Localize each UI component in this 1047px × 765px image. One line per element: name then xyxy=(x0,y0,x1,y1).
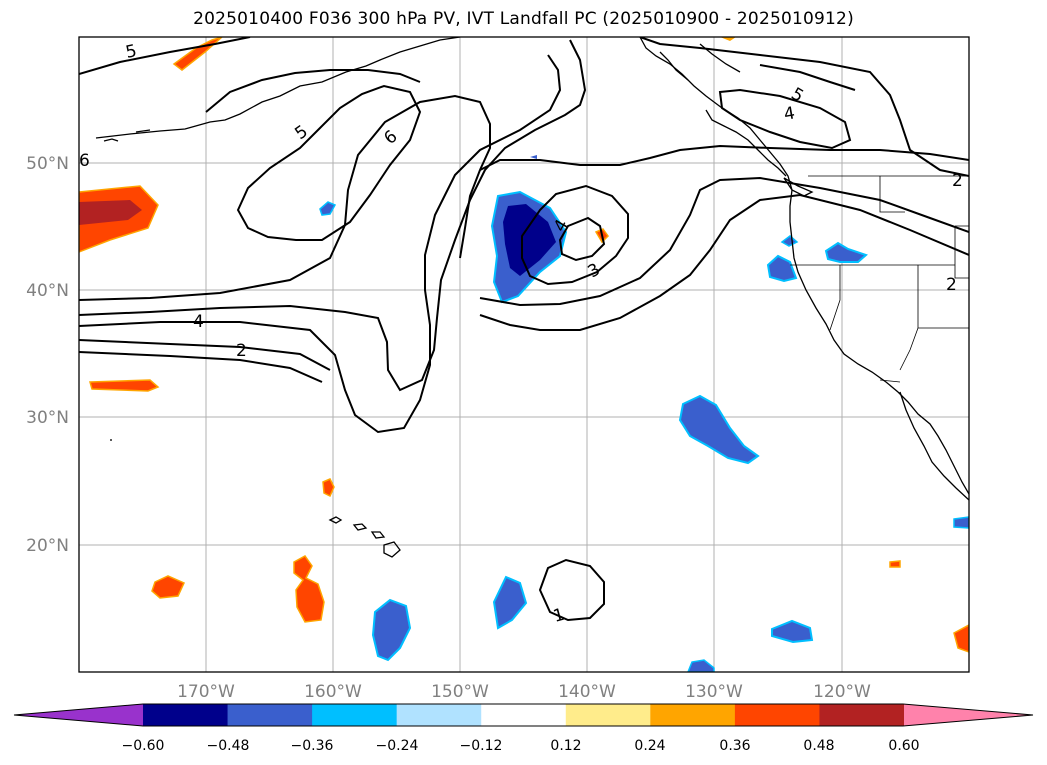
lon-label-150w: 150°W xyxy=(431,682,489,702)
colorbar-tick: −0.36 xyxy=(291,738,334,754)
colorbar-swatch xyxy=(650,704,736,726)
colorbar: −0.60 −0.48 −0.36 −0.24 −0.12 0.12 0.24 … xyxy=(13,703,1034,754)
negative-ivt-regions xyxy=(319,155,969,672)
lat-label-40n: 40°N xyxy=(26,281,69,301)
colorbar-tick: 0.24 xyxy=(634,738,665,754)
colorbar-swatch xyxy=(481,704,567,726)
lon-label-170w: 170°W xyxy=(177,682,235,702)
contour-label: 2 xyxy=(952,171,963,191)
lat-label-50n: 50°N xyxy=(26,154,69,174)
colorbar-extend-max xyxy=(904,704,1033,726)
colorbar-swatch xyxy=(227,704,313,726)
contour-label: 5 xyxy=(124,41,139,63)
colorbar-tick: −0.48 xyxy=(207,738,250,754)
positive-ivt-regions xyxy=(79,37,969,653)
colorbar-tick: 0.60 xyxy=(888,738,919,754)
colorbar-swatch xyxy=(312,704,398,726)
colorbar-swatch xyxy=(143,704,229,726)
map-frame xyxy=(78,36,970,673)
lon-label-160w: 160°W xyxy=(304,682,362,702)
contour-label: 2 xyxy=(236,341,247,361)
contour-label: 6 xyxy=(79,151,90,171)
colorbar-swatches xyxy=(14,704,1033,726)
colorbar-tick: 0.48 xyxy=(803,738,834,754)
contour-label: 4 xyxy=(193,312,204,332)
map-area xyxy=(79,37,969,672)
colorbar-tick: −0.60 xyxy=(122,738,165,754)
lon-label-140w: 140°W xyxy=(558,682,616,702)
chart-title: 2025010400 F036 300 hPa PV, IVT Landfall… xyxy=(193,9,854,29)
lat-label-30n: 30°N xyxy=(26,408,69,428)
colorbar-swatch xyxy=(396,704,482,726)
colorbar-outline xyxy=(13,703,1034,727)
contour-label: 1 xyxy=(551,605,567,627)
contour-label: 2 xyxy=(946,275,957,295)
lon-label-120w: 120°W xyxy=(813,682,871,702)
latitude-labels: 50°N 40°N 30°N 20°N xyxy=(26,154,69,556)
pv-contours xyxy=(79,37,969,622)
colorbar-tick: −0.24 xyxy=(376,738,419,754)
colorbar-extend-min xyxy=(14,704,143,726)
contour-label: 4 xyxy=(782,103,796,125)
colorbar-tick: 0.36 xyxy=(719,738,750,754)
longitude-labels: 170°W 160°W 150°W 140°W 130°W 120°W xyxy=(177,682,871,702)
state-borders xyxy=(790,175,969,383)
colorbar-tick: 0.12 xyxy=(550,738,581,754)
lat-label-20n: 20°N xyxy=(26,536,69,556)
colorbar-swatch xyxy=(819,704,905,726)
colorbar-swatch xyxy=(734,704,820,726)
colorbar-tick-labels: −0.60 −0.48 −0.36 −0.24 −0.12 0.12 0.24 … xyxy=(122,738,920,754)
lon-label-130w: 130°W xyxy=(685,682,743,702)
colorbar-tick: −0.12 xyxy=(460,738,503,754)
colorbar-swatch xyxy=(565,704,651,726)
